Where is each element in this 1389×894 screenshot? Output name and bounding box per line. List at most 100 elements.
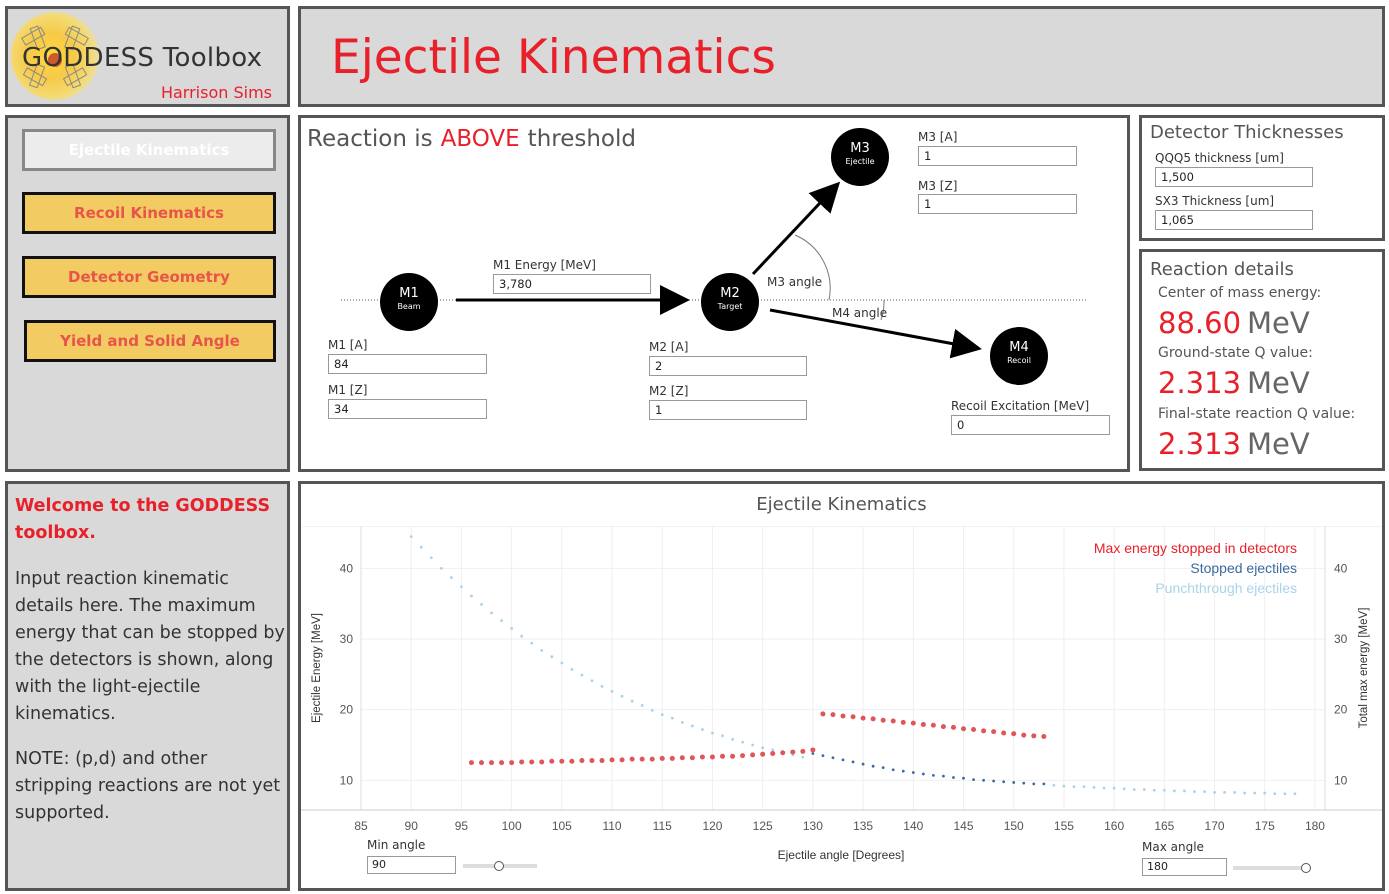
data-point — [1062, 784, 1066, 788]
nav-panel: Ejectile Kinematics Recoil Kinematics De… — [5, 115, 290, 472]
qqq5-thickness-input[interactable]: 1,500 — [1155, 167, 1313, 187]
data-point — [560, 661, 564, 665]
cm-energy-unit: MeV — [1247, 306, 1310, 340]
data-point — [860, 715, 866, 721]
m1-z-input[interactable]: 34 — [328, 399, 487, 419]
data-point — [861, 762, 865, 766]
chart-title: Ejectile Kinematics — [756, 494, 927, 515]
m1-energy-input[interactable]: 3,780 — [493, 274, 651, 294]
reaction-panel: Reaction is ABOVE threshold M1 Beam M2 Targe… — [298, 115, 1130, 472]
data-point — [811, 752, 815, 755]
data-point — [510, 627, 514, 630]
data-point — [679, 755, 685, 761]
m3-z-input[interactable]: 1 — [918, 194, 1077, 214]
x-tick-label: 90 — [405, 819, 419, 833]
data-point — [499, 760, 505, 766]
data-point — [1022, 781, 1026, 785]
data-point — [559, 758, 565, 764]
data-point — [680, 720, 684, 724]
data-point — [1092, 785, 1096, 789]
data-point — [520, 634, 524, 638]
nav-yield-solid-angle[interactable]: Yield and Solid Angle — [24, 320, 276, 362]
data-point — [1012, 781, 1016, 784]
data-point — [699, 754, 705, 760]
data-point — [569, 758, 575, 764]
data-point — [870, 716, 876, 722]
data-point — [1072, 785, 1076, 789]
title-panel: Ejectile Kinematics — [298, 6, 1385, 107]
data-point — [629, 756, 635, 762]
sx3-thickness-input[interactable]: 1,065 — [1155, 210, 1313, 230]
max-angle-label: Max angle — [1142, 840, 1204, 854]
x-tick-label: 130 — [803, 819, 823, 833]
max-angle-slider-track[interactable] — [1233, 866, 1307, 870]
data-point — [981, 728, 987, 734]
data-point — [590, 679, 594, 683]
x-tick-label: 175 — [1255, 819, 1275, 833]
m3-a-input[interactable]: 1 — [918, 146, 1077, 166]
data-point — [1162, 788, 1166, 792]
data-point — [1253, 791, 1257, 795]
nav-recoil-kinematics[interactable]: Recoil Kinematics — [22, 192, 276, 234]
data-point — [730, 753, 736, 759]
min-angle-input[interactable]: 90 — [367, 856, 456, 874]
node-m3-ejectile: M3 Ejectile — [831, 128, 889, 186]
x-axis-label: Ejectile angle [Degrees] — [778, 848, 905, 862]
fs-q-label: Final-state reaction Q value: — [1158, 406, 1356, 422]
m3-z-label: M3 [Z] — [918, 179, 958, 193]
data-point — [921, 772, 925, 776]
x-tick-label: 120 — [702, 819, 722, 833]
data-point — [1263, 791, 1267, 795]
data-point — [1042, 782, 1046, 786]
data-point — [549, 758, 555, 764]
data-point — [890, 718, 896, 724]
data-point — [1203, 790, 1206, 794]
data-point — [880, 717, 886, 723]
node-m3-sub: Ejectile — [845, 157, 875, 166]
m1-z-label: M1 [Z] — [328, 383, 368, 397]
recoil-excitation-input[interactable]: 0 — [951, 415, 1110, 435]
node-m4-label: M4 — [1009, 340, 1029, 355]
data-point — [650, 708, 654, 712]
min-angle-label: Min angle — [367, 838, 426, 852]
m2-a-input[interactable]: 2 — [649, 356, 807, 376]
data-point — [610, 689, 614, 693]
node-m2-sub: Target — [717, 302, 743, 311]
nav-ejectile-kinematics[interactable]: Ejectile Kinematics — [22, 129, 276, 171]
data-point — [1273, 792, 1277, 796]
data-point — [670, 716, 674, 720]
nav-detector-geometry[interactable]: Detector Geometry — [22, 256, 276, 298]
data-point — [810, 747, 816, 753]
data-point — [971, 726, 977, 732]
page-title: Ejectile Kinematics — [331, 30, 776, 85]
data-point — [449, 576, 453, 579]
x-tick-label: 125 — [753, 819, 773, 833]
data-point — [530, 641, 534, 645]
data-point — [429, 556, 433, 560]
x-tick-label: 100 — [502, 819, 522, 833]
min-angle-slider-handle[interactable] — [494, 861, 504, 871]
data-point — [479, 760, 484, 766]
chart-panel: Ejectile Kinematics 85 90 95 100 105 110 115 12… — [298, 481, 1385, 891]
data-point — [771, 748, 775, 752]
max-angle-slider-handle[interactable] — [1301, 863, 1311, 873]
data-point — [639, 756, 645, 762]
data-point — [1021, 732, 1027, 738]
data-point — [831, 756, 835, 760]
logo-title: GODDESS Toolbox — [22, 43, 263, 73]
y-tick-label-left: 10 — [340, 773, 354, 787]
max-angle-input[interactable]: 180 — [1142, 858, 1227, 876]
data-point — [470, 594, 473, 598]
m1-a-input[interactable]: 84 — [328, 354, 487, 374]
m3-angle-label: M3 angle — [767, 275, 823, 289]
data-point — [600, 684, 604, 688]
data-point — [1142, 788, 1146, 791]
data-point — [930, 722, 936, 728]
data-point — [891, 768, 895, 772]
data-point — [1082, 785, 1086, 789]
m2-z-input[interactable]: 1 — [649, 400, 807, 420]
data-point — [1193, 790, 1196, 794]
data-point — [982, 778, 985, 782]
recoil-excitation-label: Recoil Excitation [MeV] — [951, 399, 1090, 413]
data-point — [409, 535, 413, 538]
